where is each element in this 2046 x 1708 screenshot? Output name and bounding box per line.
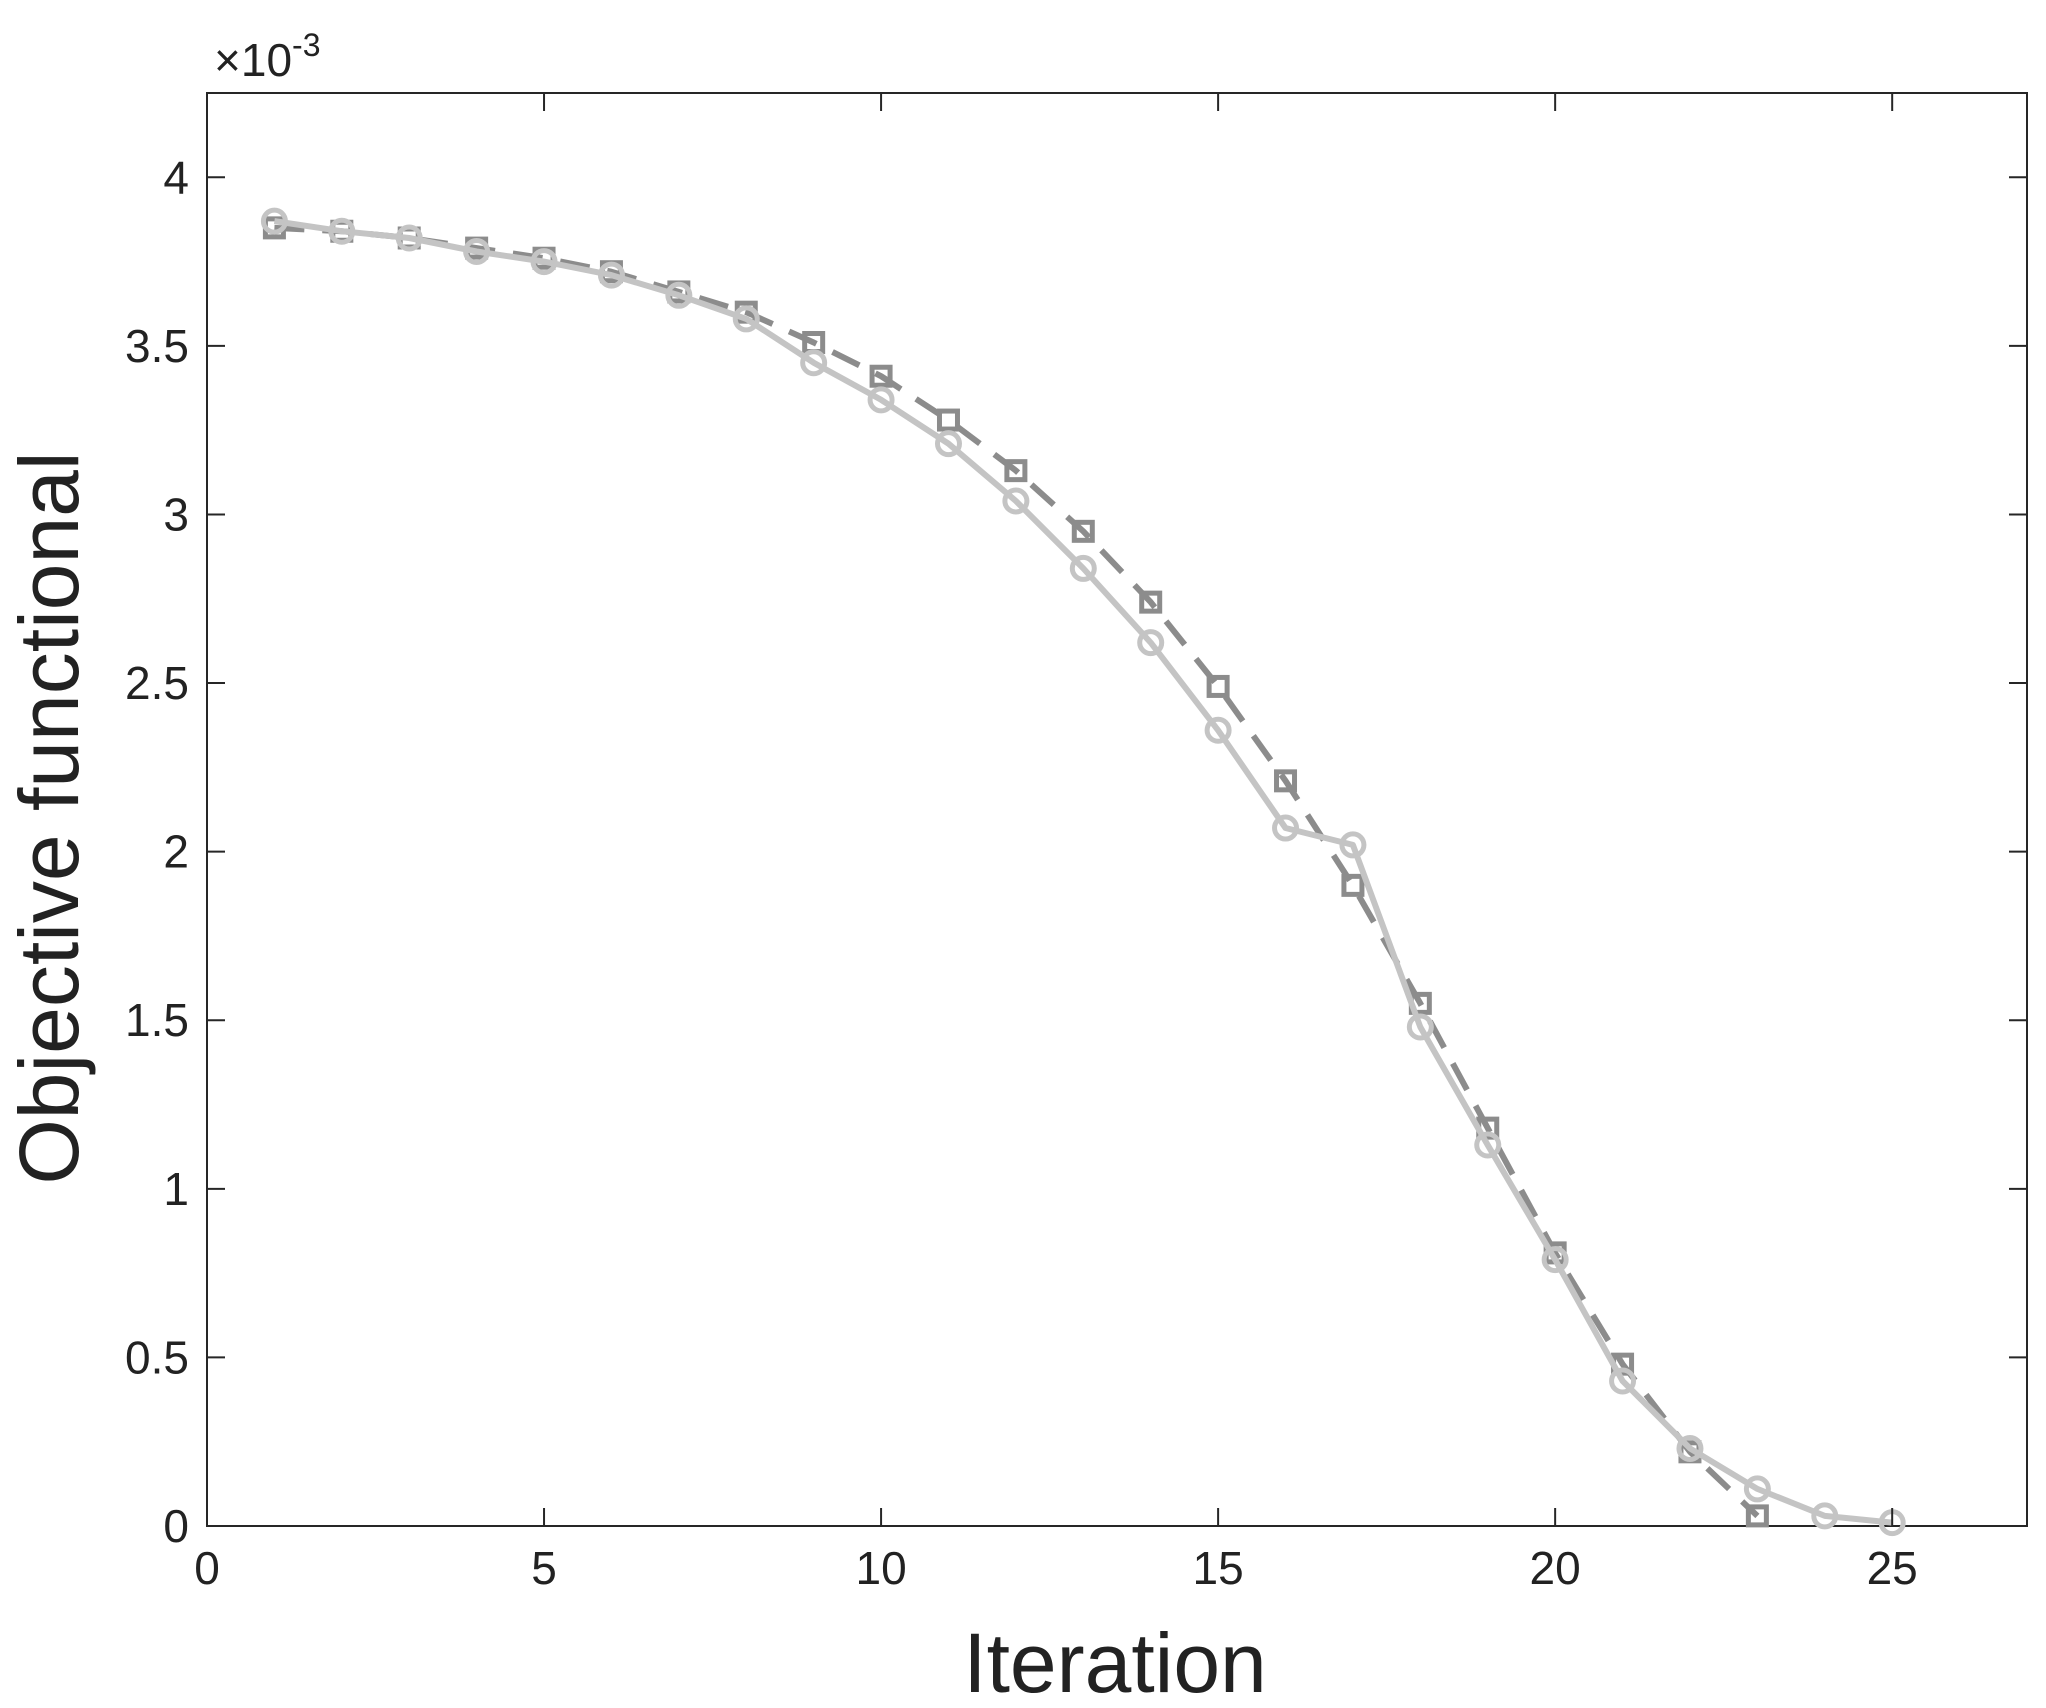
data-point-circle (1137, 629, 1165, 657)
y-tick-label: 0 (163, 1500, 189, 1552)
data-point-circle (800, 349, 828, 377)
x-tick-label: 0 (194, 1542, 220, 1594)
x-tick-label: 20 (1530, 1542, 1581, 1594)
series-1-square (262, 216, 1769, 1528)
y-tick-label: 1.5 (125, 994, 189, 1046)
data-point-circle (463, 237, 491, 265)
data-point-circle (1474, 1131, 1502, 1159)
data-point-square (1071, 519, 1095, 543)
data-point-circle (1272, 814, 1300, 842)
x-tick-label: 25 (1867, 1542, 1918, 1594)
data-point-square (1745, 1504, 1769, 1528)
data-point-square (1274, 769, 1298, 793)
data-point-circle (1204, 716, 1232, 744)
y-exponent-base: ×10 (214, 34, 292, 86)
data-point-circle (260, 207, 288, 235)
data-point-circle (1541, 1246, 1569, 1274)
data-point-circle (395, 224, 423, 252)
data-point-circle (934, 430, 962, 458)
y-tick-label: 1 (163, 1163, 189, 1215)
data-point-circle (1676, 1434, 1704, 1462)
data-point-square (1139, 590, 1163, 614)
plot-area-box (206, 92, 2028, 1527)
data-point-circle (1069, 554, 1097, 582)
data-point-circle (597, 261, 625, 289)
data-point-square (936, 408, 960, 432)
plot-frame (206, 92, 2028, 1527)
series-2-circle (260, 207, 1906, 1537)
y-exponent-power: -3 (292, 27, 320, 63)
data-point-circle (1406, 1013, 1434, 1041)
y-exponent-label: ×10-3 (214, 27, 320, 86)
data-point-circle (867, 386, 895, 414)
data-point-square (869, 364, 893, 388)
y-tick-label: 2 (163, 826, 189, 878)
x-axis-label: Iteration (963, 1616, 1267, 1708)
data-point-circle (1002, 487, 1030, 515)
y-tick-label: 3 (163, 488, 189, 540)
data-point-circle (665, 281, 693, 309)
y-tick-label: 3.5 (125, 320, 189, 372)
x-tick-label: 5 (531, 1542, 557, 1594)
data-point-circle (732, 305, 760, 333)
y-tick-label: 4 (163, 151, 189, 203)
data-point-square (1004, 459, 1028, 483)
data-point-circle (1609, 1367, 1637, 1395)
data-point-circle (328, 217, 356, 245)
series-layer (260, 207, 1906, 1537)
data-point-circle (1339, 831, 1367, 859)
x-tick-label: 10 (855, 1542, 906, 1594)
data-point-circle (530, 248, 558, 276)
y-tick-label: 2.5 (125, 657, 189, 709)
data-point-circle (1743, 1475, 1771, 1503)
y-tick-label: 0.5 (125, 1331, 189, 1383)
data-point-square (1341, 873, 1365, 897)
data-point-square (1206, 674, 1230, 698)
series-line (274, 224, 1760, 1519)
tick-layer: 0 5 10 15 20 25 0 0.5 1 1.5 2 2.5 3 3.5 4 (125, 93, 2027, 1594)
x-tick-label: 15 (1193, 1542, 1244, 1594)
data-point-circle (1811, 1502, 1839, 1530)
series-line (273, 218, 1893, 1526)
y-axis-label: Objective functional (2, 451, 96, 1184)
